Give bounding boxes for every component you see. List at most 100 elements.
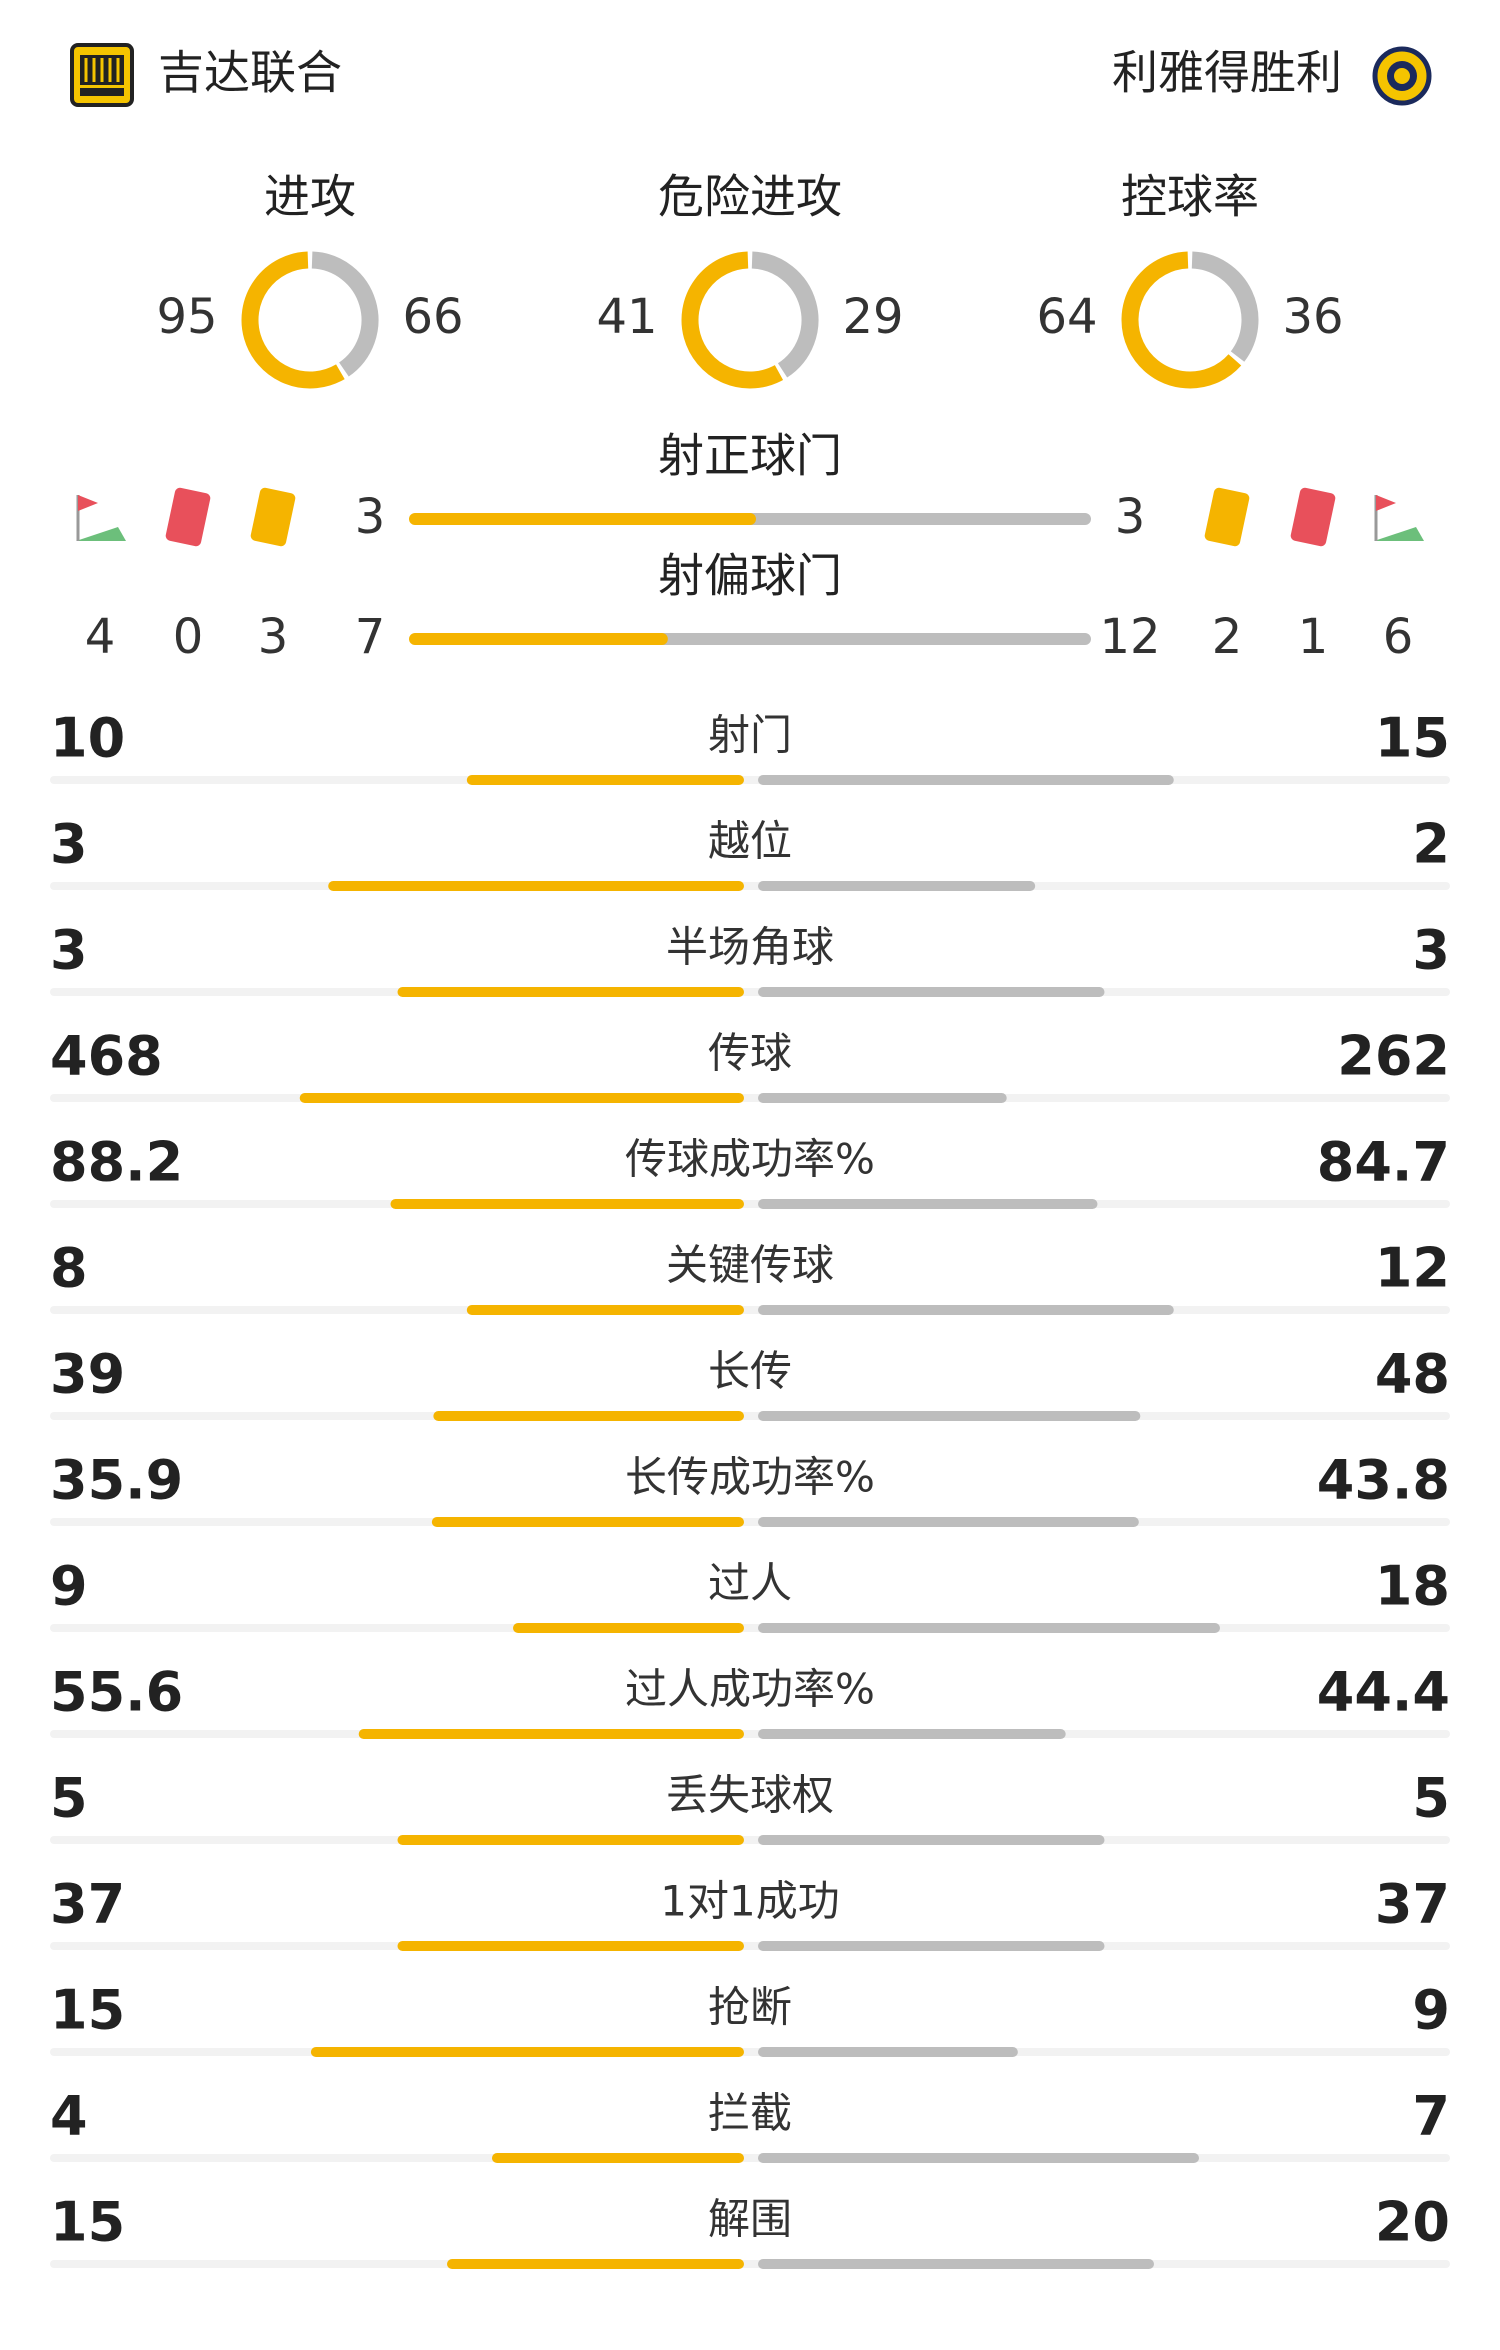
red-card-icon: [1290, 487, 1336, 547]
stat-label: 半场角球: [666, 923, 834, 972]
stat-away-bar: [758, 1305, 1174, 1315]
stat-track: [50, 1200, 1450, 1208]
stat-away-bar: [758, 1411, 1141, 1421]
stat-home-bar: [358, 1729, 744, 1739]
stat-home-bar: [466, 1305, 744, 1315]
stat-away-value: 7: [1412, 2085, 1450, 2148]
stat-track: [50, 2260, 1450, 2268]
ring-home-arc: [681, 251, 784, 389]
stat-track: [50, 1730, 1450, 1738]
stat-home-bar: [466, 775, 744, 785]
stat-home-value: 9: [50, 1555, 88, 1618]
ring-away-arc: [1191, 251, 1259, 362]
home-corners: 4: [85, 609, 116, 665]
stat-home-bar: [299, 1093, 744, 1103]
stat-track: [50, 1942, 1450, 1950]
stat-home-bar: [397, 1941, 744, 1951]
stat-track: [50, 776, 1450, 784]
stat-label: 丢失球权: [666, 1771, 834, 1820]
stat-home-bar: [431, 1517, 744, 1527]
ring-label: 危险进攻: [658, 170, 842, 224]
stat-away-value: 12: [1375, 1237, 1450, 1300]
stat-home-bar: [310, 2047, 744, 2057]
stat-track: [50, 1518, 1450, 1526]
stat-away-bar: [758, 1729, 1066, 1739]
shots-home-value: 7: [355, 609, 386, 665]
stat-label: 长传成功率%: [625, 1453, 875, 1502]
stat-away-bar: [758, 1199, 1098, 1209]
away-corners: 6: [1383, 609, 1414, 665]
stat-home-value: 55.6: [50, 1661, 183, 1724]
stat-home-bar: [447, 2259, 744, 2269]
stat-label: 越位: [708, 817, 792, 866]
stat-away-value: 48: [1375, 1343, 1450, 1406]
stat-away-bar: [758, 1941, 1105, 1951]
away-team-name: 利雅得胜利: [1112, 46, 1342, 100]
stat-track: [50, 1836, 1450, 1844]
stat-home-bar: [397, 1835, 744, 1845]
stat-home-value: 8: [50, 1237, 88, 1300]
stat-away-value: 15: [1375, 707, 1450, 770]
stat-home-value: 88.2: [50, 1131, 183, 1194]
stat-track: [50, 1624, 1450, 1632]
ring-away-value: 29: [842, 289, 903, 345]
stat-home-value: 468: [50, 1025, 163, 1088]
shots-label: 射偏球门: [658, 549, 842, 603]
stat-home-bar: [390, 1199, 744, 1209]
stat-home-value: 39: [50, 1343, 125, 1406]
stat-home-value: 10: [50, 707, 125, 770]
stat-home-bar: [513, 1623, 744, 1633]
stat-label: 拦截: [708, 2089, 792, 2138]
stat-track: [50, 1412, 1450, 1420]
stat-away-bar: [758, 2047, 1018, 2057]
stat-label: 射门: [708, 711, 792, 760]
stat-home-bar: [397, 987, 744, 997]
red-card-icon: [165, 487, 211, 547]
stat-away-bar: [758, 1093, 1007, 1103]
ring-away-value: 36: [1282, 289, 1343, 345]
stat-track: [50, 2048, 1450, 2056]
stat-home-value: 3: [50, 813, 88, 876]
ring-home-value: 64: [1036, 289, 1097, 345]
corner-icon: [1374, 495, 1424, 541]
stat-home-bar: [433, 1411, 744, 1421]
stat-home-bar: [328, 881, 744, 891]
stat-away-value: 18: [1375, 1555, 1450, 1618]
ring-home-arc: [1121, 251, 1242, 389]
stat-away-value: 2: [1412, 813, 1450, 876]
shots-label: 射正球门: [658, 429, 842, 483]
stat-label: 抢断: [708, 1983, 792, 2032]
corner-icon: [76, 495, 126, 541]
stat-away-bar: [758, 881, 1036, 891]
stat-home-value: 15: [50, 2191, 125, 2254]
home-red-cards: 0: [173, 609, 204, 665]
stat-track: [50, 1306, 1450, 1314]
stat-away-bar: [758, 1623, 1220, 1633]
stat-away-value: 262: [1337, 1025, 1450, 1088]
stat-away-bar: [758, 775, 1174, 785]
shots-home-value: 3: [355, 489, 386, 545]
stat-label: 1对1成功: [660, 1877, 839, 1926]
stat-away-bar: [758, 2259, 1154, 2269]
stat-home-value: 37: [50, 1873, 125, 1936]
ring-away-arc: [751, 251, 819, 378]
stat-away-value: 84.7: [1317, 1131, 1450, 1194]
stat-label: 过人: [708, 1559, 792, 1608]
stat-home-bar: [492, 2153, 744, 2163]
ring-away-value: 66: [402, 289, 463, 345]
ring-home-value: 41: [596, 289, 657, 345]
yellow-card-icon: [1204, 487, 1250, 547]
yellow-card-icon: [250, 487, 296, 547]
stat-home-value: 4: [50, 2085, 88, 2148]
stat-away-value: 3: [1412, 919, 1450, 982]
away-red-cards: 1: [1298, 609, 1329, 665]
stat-label: 关键传球: [666, 1241, 834, 1290]
stat-label: 传球: [708, 1029, 792, 1078]
ring-home-arc: [241, 251, 345, 389]
ring-away-arc: [311, 251, 379, 377]
stat-home-value: 3: [50, 919, 88, 982]
away-yellow-cards: 2: [1212, 609, 1243, 665]
